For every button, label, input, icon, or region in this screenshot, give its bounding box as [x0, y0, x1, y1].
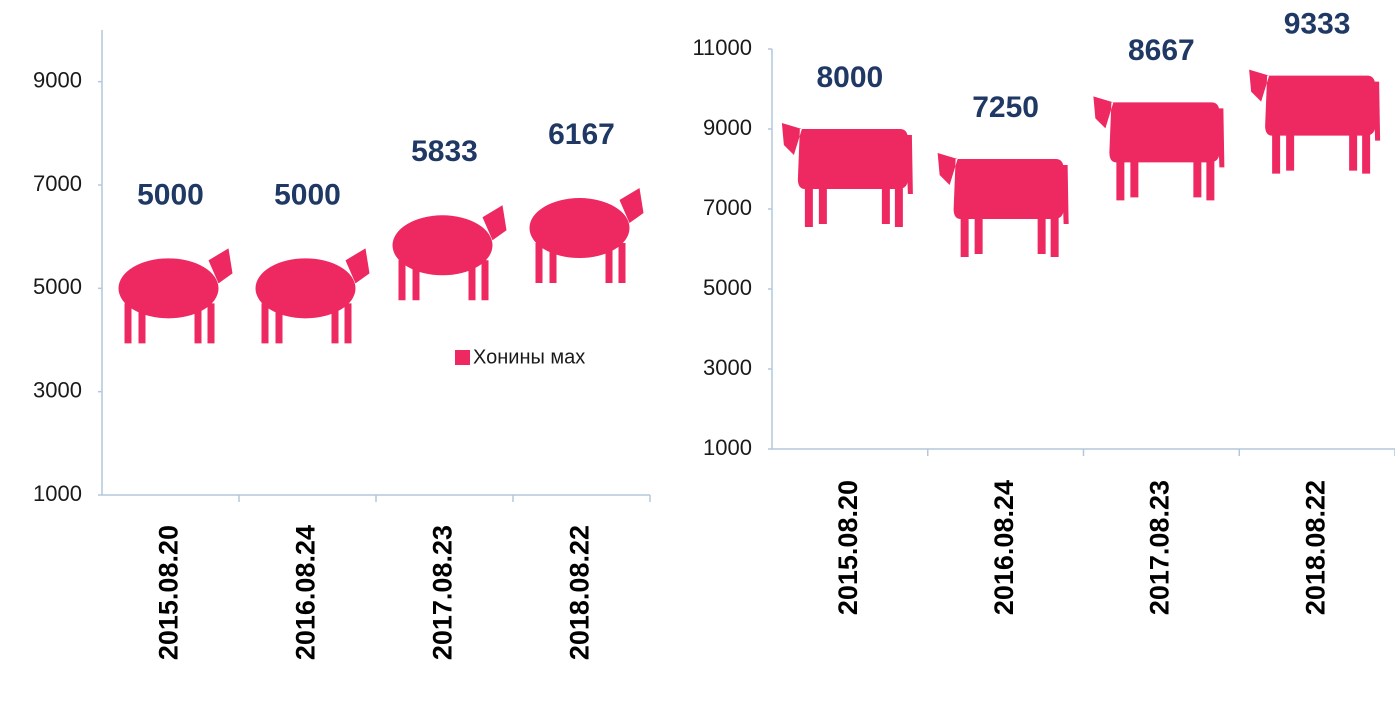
y-tick-label: 3000: [33, 377, 82, 402]
icon-mark: [256, 248, 370, 343]
value-label: 5000: [137, 178, 204, 211]
value-label: 7250: [972, 91, 1039, 124]
value-label: 8667: [1128, 34, 1195, 67]
y-tick-label: 5000: [703, 275, 752, 300]
chart: 1000 3000 5000 7000 9000 2015.08.20 5000 2016.0…: [0, 0, 1395, 715]
y-tick-label: 5000: [33, 274, 82, 299]
x-tick-label: 2015.08.20: [154, 525, 184, 660]
icon-mark: [1249, 70, 1380, 174]
icon-mark: [530, 188, 644, 283]
x-tick-label: 2015.08.20: [833, 480, 863, 615]
legend-label: Хонины мах: [473, 346, 585, 368]
y-tick-label: 7000: [33, 171, 82, 196]
value-label: 9333: [1284, 8, 1351, 41]
x-tick-label: 2016.08.24: [989, 480, 1019, 615]
value-label: 6167: [548, 118, 615, 151]
y-tick-label: 1000: [33, 481, 82, 506]
icon-mark: [938, 153, 1069, 257]
value-label: 5833: [411, 135, 478, 168]
x-tick-label: 2017.08.23: [1145, 480, 1175, 615]
y-tick-label: 3000: [703, 355, 752, 380]
value-label: 5000: [274, 178, 341, 211]
y-tick-label: 7000: [703, 195, 752, 220]
icon-mark: [1093, 96, 1224, 200]
y-tick-label: 1000: [703, 435, 752, 460]
y-tick-label: 9000: [33, 67, 82, 92]
icon-mark: [393, 205, 507, 300]
value-label: 8000: [817, 61, 884, 94]
x-tick-label: 2018.08.22: [565, 525, 595, 660]
icon-mark: [119, 248, 233, 343]
y-tick-label: 9000: [703, 115, 752, 140]
x-tick-label: 2018.08.22: [1300, 480, 1330, 615]
x-tick-label: 2016.08.24: [291, 525, 321, 660]
legend-key: [455, 350, 470, 365]
x-tick-label: 2017.08.23: [428, 525, 458, 660]
icon-mark: [782, 123, 913, 227]
y-tick-label: 11000: [692, 35, 752, 60]
